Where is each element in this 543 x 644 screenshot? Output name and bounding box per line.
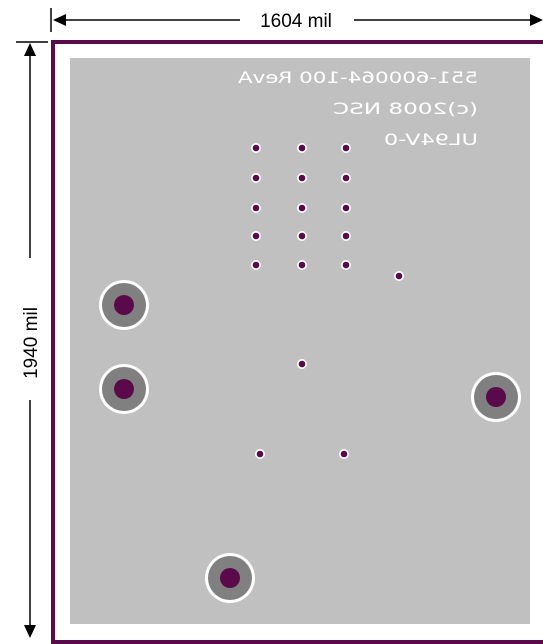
via: [341, 203, 351, 213]
via: [251, 143, 261, 153]
via: [341, 143, 351, 153]
via: [297, 203, 307, 213]
silk-box-2: [331, 96, 482, 118]
mounting-hole: [99, 280, 149, 330]
via: [341, 260, 351, 270]
via: [297, 359, 307, 369]
via-group: [251, 143, 404, 459]
left-arrow-icon: [53, 14, 66, 26]
silk-flammability: UL94V-0: [384, 130, 478, 149]
via: [339, 449, 349, 459]
silk-copyright: (c)2008 NSC: [333, 99, 478, 118]
mounting-hole: [471, 372, 521, 422]
silk-box-1: [235, 65, 482, 87]
via: [394, 271, 404, 281]
via: [297, 260, 307, 270]
via: [255, 449, 265, 459]
mounting-holes: [99, 280, 521, 603]
silkscreen-labels: 551-600064-100 RevA (c)2008 NSC UL94V-0: [235, 65, 482, 149]
silk-box-3: [382, 127, 482, 149]
width-label: 1604 mil: [260, 11, 332, 32]
via: [251, 203, 261, 213]
mounting-hole: [205, 553, 255, 603]
width-dimension: 1604 mil: [50, 8, 543, 32]
via: [341, 173, 351, 183]
via: [297, 231, 307, 241]
mounting-hole: [99, 364, 149, 414]
silk-part-number: 551-600064-100 RevA: [238, 68, 478, 87]
via: [297, 143, 307, 153]
via: [341, 231, 351, 241]
height-dimension: 1940 mil: [16, 41, 48, 638]
via: [251, 260, 261, 270]
right-arrow-icon: [530, 14, 543, 26]
height-label: 1940 mil: [21, 307, 42, 379]
via: [297, 173, 307, 183]
down-arrow-icon: [24, 625, 36, 638]
via: [251, 173, 261, 183]
up-arrow-icon: [24, 43, 36, 56]
via: [251, 231, 261, 241]
